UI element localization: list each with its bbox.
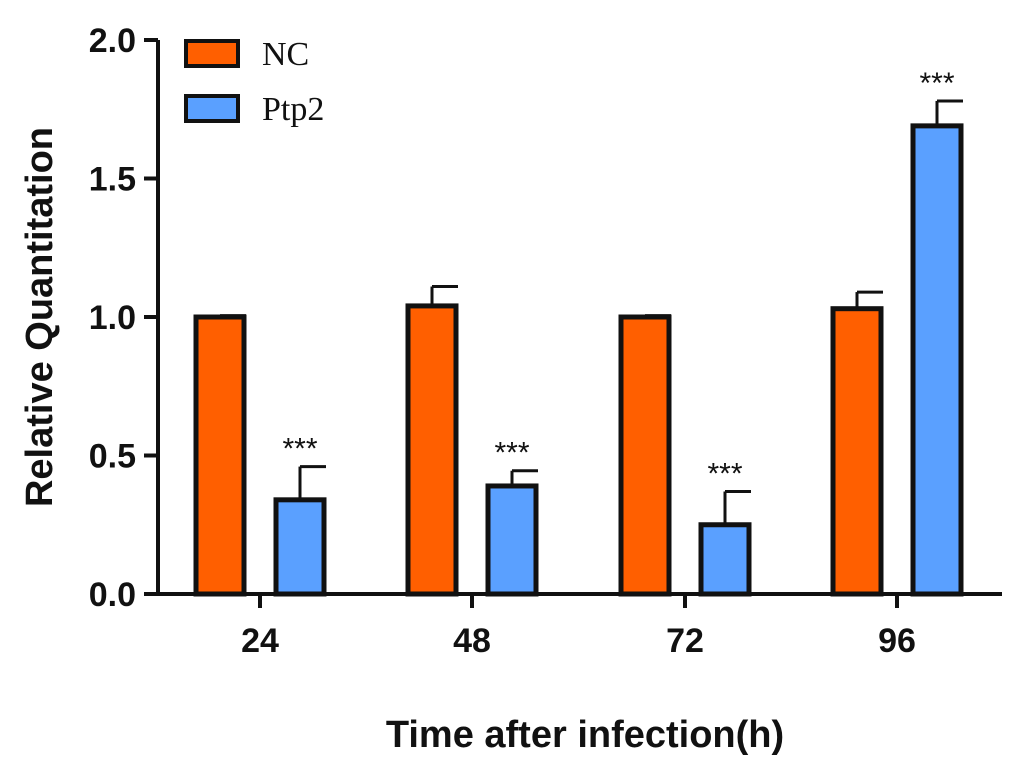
legend: NC Ptp2 bbox=[184, 36, 324, 128]
nc-bar bbox=[830, 306, 884, 597]
significance-label: *** bbox=[282, 433, 317, 466]
significance-label: *** bbox=[919, 67, 954, 100]
nc-bar bbox=[618, 314, 672, 597]
ptp2-bar bbox=[273, 497, 327, 597]
errorbars-layer bbox=[218, 99, 963, 525]
x-axis-title: Time after infection(h) bbox=[386, 714, 784, 756]
ptp2-bar bbox=[910, 123, 964, 597]
nc-bar bbox=[193, 314, 247, 597]
legend-swatch-ptp2 bbox=[184, 94, 240, 123]
legend-label-ptp2: Ptp2 bbox=[262, 91, 324, 128]
y-tick-label: 0.0 bbox=[89, 576, 136, 614]
x-tick-label: 72 bbox=[666, 622, 704, 660]
significance-label: *** bbox=[707, 458, 742, 491]
ptp2-bar bbox=[485, 483, 539, 597]
legend-swatch-nc bbox=[184, 39, 240, 68]
bars-layer bbox=[193, 123, 964, 597]
y-tick-label: 2.0 bbox=[89, 22, 136, 60]
nc-bar bbox=[405, 303, 459, 597]
x-tick-label: 96 bbox=[878, 622, 916, 660]
x-tick-label: 48 bbox=[453, 622, 491, 660]
y-tick-label: 1.0 bbox=[89, 299, 136, 337]
ptp2-bar bbox=[698, 522, 752, 597]
legend-label-nc: NC bbox=[262, 36, 309, 73]
y-axis-title: Relative Quantitation bbox=[19, 127, 61, 507]
significance-layer: *** *** *** *** bbox=[282, 67, 954, 491]
x-ticks: 24 48 72 96 bbox=[241, 594, 916, 660]
y-tick-label: 0.5 bbox=[89, 438, 136, 476]
significance-label: *** bbox=[494, 437, 529, 470]
y-tick-label: 1.5 bbox=[89, 161, 136, 199]
y-ticks: 0.0 0.5 1.0 1.5 2.0 bbox=[89, 22, 158, 614]
x-tick-label: 24 bbox=[241, 622, 279, 660]
